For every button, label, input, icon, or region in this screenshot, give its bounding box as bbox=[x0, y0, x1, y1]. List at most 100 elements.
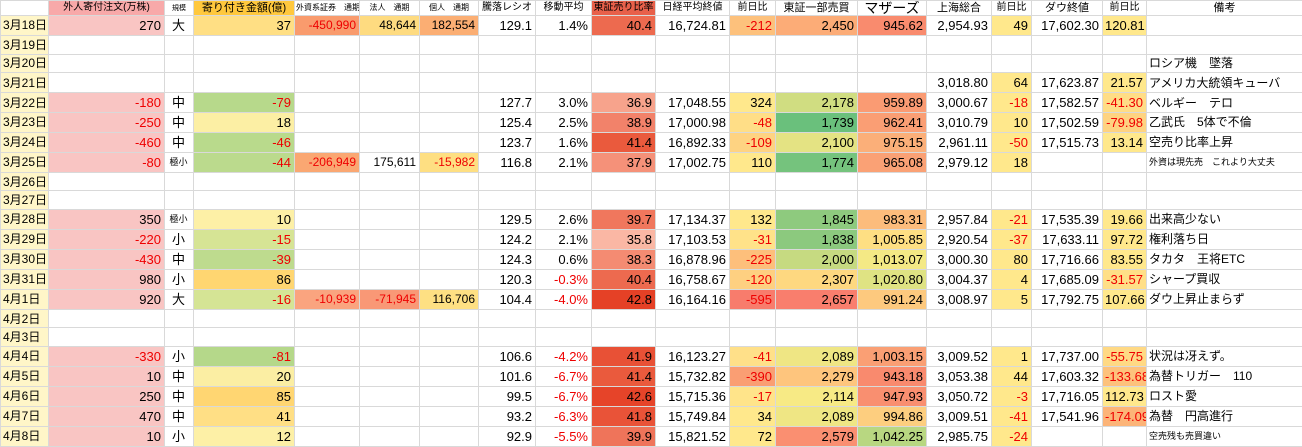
cell-size[interactable]: 中 bbox=[164, 112, 194, 133]
cell-dchg[interactable]: 21.57 bbox=[1102, 72, 1147, 94]
cell-ratio[interactable]: 124.2 bbox=[478, 228, 536, 250]
cell-sell[interactable] bbox=[591, 171, 656, 192]
cell-dchg[interactable] bbox=[1102, 53, 1147, 74]
cell-mothers[interactable]: 965.08 bbox=[857, 151, 927, 173]
cell-gaishi[interactable]: -206,949 bbox=[294, 151, 360, 173]
cell-hojin[interactable] bbox=[359, 405, 420, 427]
cell-sell[interactable]: 41.4 bbox=[591, 365, 656, 387]
cell-ratio[interactable] bbox=[478, 171, 536, 192]
cell-ma[interactable]: -6.3% bbox=[535, 405, 592, 427]
cell-kojin[interactable] bbox=[419, 308, 479, 329]
cell-mothers[interactable]: 943.18 bbox=[857, 365, 927, 387]
cell-ratio[interactable]: 125.4 bbox=[478, 112, 536, 133]
cell-schg[interactable] bbox=[991, 308, 1032, 329]
cell-size[interactable] bbox=[164, 190, 194, 210]
cell-sell[interactable] bbox=[591, 327, 656, 347]
cell-shanghai[interactable]: 3,053.38 bbox=[926, 365, 992, 387]
cell-hojin[interactable] bbox=[359, 425, 420, 447]
cell-remark[interactable] bbox=[1146, 34, 1302, 55]
cell-dow[interactable]: 17,716.66 bbox=[1031, 248, 1103, 270]
cell-remark[interactable]: ベルギー テロ bbox=[1146, 92, 1302, 113]
cell-ratio[interactable]: 127.7 bbox=[478, 92, 536, 113]
cell-ratio[interactable] bbox=[478, 72, 536, 94]
cell-foreign[interactable] bbox=[48, 171, 165, 192]
cell-schg[interactable] bbox=[991, 53, 1032, 74]
cell-nchg[interactable]: -31 bbox=[729, 228, 776, 250]
cell-foreign[interactable] bbox=[48, 308, 165, 329]
cell-tse1[interactable]: 2,178 bbox=[775, 92, 858, 113]
col-header-hojin[interactable]: 法人 通期 bbox=[359, 0, 420, 16]
cell-shanghai[interactable]: 3,008.97 bbox=[926, 288, 992, 310]
cell-foreign[interactable]: 470 bbox=[48, 405, 165, 427]
cell-nchg[interactable]: -41 bbox=[729, 345, 776, 367]
cell-remark[interactable] bbox=[1146, 171, 1302, 192]
cell-nikkei[interactable] bbox=[655, 327, 730, 347]
col-header-sell[interactable]: 東証売り比率 bbox=[591, 0, 656, 16]
cell-tse1[interactable]: 2,279 bbox=[775, 365, 858, 387]
cell-dchg[interactable]: 112.73 bbox=[1102, 385, 1147, 407]
cell-remark[interactable] bbox=[1146, 190, 1302, 210]
cell-ratio[interactable]: 120.3 bbox=[478, 268, 536, 290]
cell-dow[interactable] bbox=[1031, 151, 1103, 173]
cell-foreign[interactable] bbox=[48, 190, 165, 210]
cell-hojin[interactable] bbox=[359, 268, 420, 290]
cell-nchg[interactable]: 324 bbox=[729, 92, 776, 113]
cell-nikkei[interactable]: 15,821.52 bbox=[655, 425, 730, 447]
cell-nikkei[interactable]: 15,715.36 bbox=[655, 385, 730, 407]
cell-kojin[interactable] bbox=[419, 92, 479, 113]
cell-hojin[interactable] bbox=[359, 171, 420, 192]
cell-tse1[interactable] bbox=[775, 53, 858, 74]
cell-sell[interactable]: 42.6 bbox=[591, 385, 656, 407]
cell-ma[interactable]: -0.3% bbox=[535, 268, 592, 290]
cell-mothers[interactable]: 962.41 bbox=[857, 112, 927, 133]
cell-shanghai[interactable]: 3,009.51 bbox=[926, 405, 992, 427]
cell-foreign[interactable]: 10 bbox=[48, 425, 165, 447]
cell-kojin[interactable] bbox=[419, 365, 479, 387]
cell-date[interactable]: 3月30日 bbox=[0, 248, 49, 270]
cell-hojin[interactable] bbox=[359, 308, 420, 329]
cell-date[interactable]: 3月18日 bbox=[0, 15, 49, 36]
cell-foreign[interactable]: -220 bbox=[48, 228, 165, 250]
cell-nikkei[interactable]: 17,002.75 bbox=[655, 151, 730, 173]
cell-kojin[interactable] bbox=[419, 345, 479, 367]
cell-dow[interactable]: 17,716.05 bbox=[1031, 385, 1103, 407]
cell-foreign[interactable]: 10 bbox=[48, 365, 165, 387]
cell-hojin[interactable] bbox=[359, 345, 420, 367]
cell-mothers[interactable]: 1,042.25 bbox=[857, 425, 927, 447]
col-header-size[interactable]: 規模 bbox=[164, 0, 194, 16]
cell-dow[interactable]: 17,515.73 bbox=[1031, 131, 1103, 153]
cell-ma[interactable]: 2.1% bbox=[535, 151, 592, 173]
cell-shanghai[interactable]: 3,000.30 bbox=[926, 248, 992, 270]
cell-mothers[interactable]: 983.31 bbox=[857, 209, 927, 230]
cell-ratio[interactable]: 104.4 bbox=[478, 288, 536, 310]
cell-sell[interactable]: 41.8 bbox=[591, 405, 656, 427]
cell-dchg[interactable]: -41.30 bbox=[1102, 92, 1147, 113]
cell-foreign[interactable]: 270 bbox=[48, 15, 165, 36]
cell-dow[interactable] bbox=[1031, 34, 1103, 55]
cell-kojin[interactable] bbox=[419, 268, 479, 290]
cell-ratio[interactable]: 116.8 bbox=[478, 151, 536, 173]
cell-ma[interactable]: -4.0% bbox=[535, 288, 592, 310]
cell-date[interactable]: 4月5日 bbox=[0, 365, 49, 387]
cell-mothers[interactable] bbox=[857, 72, 927, 94]
cell-kojin[interactable] bbox=[419, 425, 479, 447]
cell-mothers[interactable] bbox=[857, 53, 927, 74]
cell-schg[interactable] bbox=[991, 327, 1032, 347]
cell-tse1[interactable] bbox=[775, 171, 858, 192]
cell-kojin[interactable] bbox=[419, 190, 479, 210]
cell-dchg[interactable]: 19.66 bbox=[1102, 209, 1147, 230]
cell-hojin[interactable] bbox=[359, 190, 420, 210]
cell-ratio[interactable]: 123.7 bbox=[478, 131, 536, 153]
cell-sell[interactable] bbox=[591, 34, 656, 55]
cell-size[interactable] bbox=[164, 34, 194, 55]
cell-mothers[interactable]: 1,005.85 bbox=[857, 228, 927, 250]
cell-mothers[interactable] bbox=[857, 34, 927, 55]
cell-gaishi[interactable] bbox=[294, 248, 360, 270]
cell-ratio[interactable]: 106.6 bbox=[478, 345, 536, 367]
cell-size[interactable]: 中 bbox=[164, 248, 194, 270]
cell-schg[interactable]: -41 bbox=[991, 405, 1032, 427]
cell-mothers[interactable] bbox=[857, 190, 927, 210]
cell-open[interactable] bbox=[193, 34, 295, 55]
cell-foreign[interactable]: -180 bbox=[48, 92, 165, 113]
col-header-ratio[interactable]: 騰落レシオ bbox=[478, 0, 536, 16]
